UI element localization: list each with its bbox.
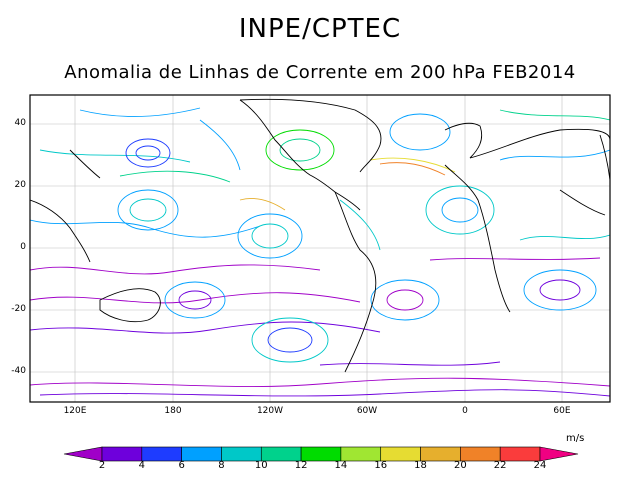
streamlines [30,107,610,397]
lon-label-0: 0 [462,406,468,416]
colorbar-segment [499,446,541,462]
colorbar-tick-label: 22 [493,460,507,471]
colorbar-tick-label: 12 [294,460,308,471]
colorbar-tick-label: 16 [374,460,388,471]
map-grid [30,95,610,402]
colorbar-tick-label: 4 [138,460,145,471]
main-title: INPE/CPTEC [238,14,402,44]
colorbar-units: m/s [566,433,585,444]
colorbar-segment [141,446,182,462]
colorbar-segment [300,446,342,462]
colorbar-segment [340,446,382,462]
colorbar-segment [63,446,103,462]
map-frame [29,94,611,403]
colorbar-segment [539,446,579,462]
colorbar-segment [460,446,501,462]
colorbar-tick-label: 8 [218,460,225,471]
lat-label-minus20: -20 [11,304,26,314]
lat-label-0: 0 [20,242,26,252]
coastlines [30,98,610,373]
lat-label-minus40: -40 [11,366,26,376]
colorbar-tick-label: 6 [178,460,185,471]
colorbar-segment [420,446,461,462]
colorbar-segment [181,446,222,462]
colorbar-segment [101,446,143,462]
colorbar [63,446,579,462]
colorbar-tick-label: 14 [334,460,348,471]
lat-label-40: 40 [14,118,26,128]
colorbar-tick-label: 24 [533,460,547,471]
colorbar-segment [260,446,302,462]
colorbar-segment [380,446,421,462]
lat-label-20: 20 [14,180,26,190]
lon-label-120e: 120E [63,406,87,416]
lon-label-60w: 60W [356,406,378,416]
colorbar-tick-label: 18 [414,460,427,471]
colorbar-segment [221,446,262,462]
lon-label-60e: 60E [553,406,571,416]
map-subtitle: Anomalia de Linhas de Corrente em 200 hP… [64,62,576,83]
colorbar-tick-label: 2 [98,460,106,471]
lon-label-120w: 120W [256,406,284,416]
lon-label-180: 180 [164,406,182,416]
colorbar-tick-label: 20 [453,460,467,471]
colorbar-tick-label: 10 [254,460,268,471]
